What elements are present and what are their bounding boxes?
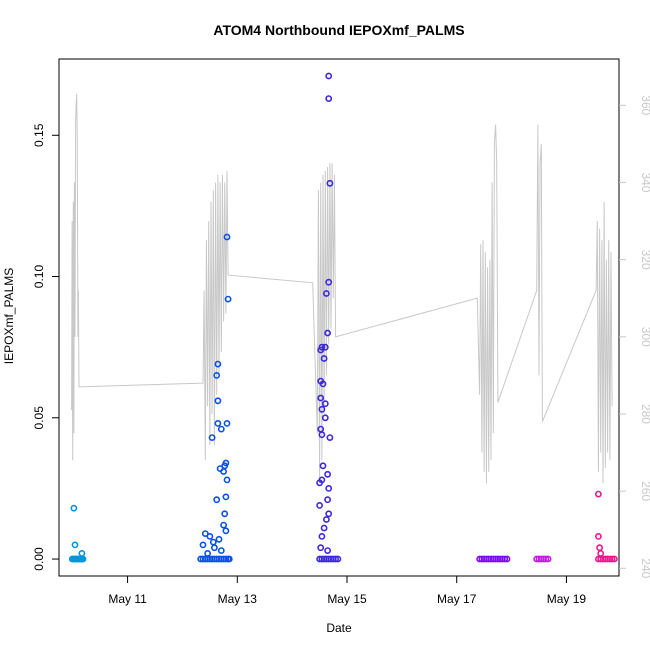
- data-point-s2-19: [319, 462, 327, 470]
- data-point-s1-12: [220, 468, 227, 475]
- data-point-s1-16: [221, 510, 229, 518]
- secondary-series-line: [71, 93, 613, 484]
- data-point-s2-2: [326, 179, 334, 187]
- data-point-s2-13: [321, 400, 329, 408]
- y-tick-label-1: 0.05: [32, 406, 46, 430]
- data-point-s1-4: [214, 397, 222, 405]
- data-point-s1-1: [224, 295, 232, 303]
- data-point-s2-31: [324, 547, 331, 554]
- data-point-s0-1: [71, 541, 79, 549]
- y2-tick-label-0: 240: [639, 558, 650, 578]
- data-point-s1-0: [223, 233, 231, 241]
- y2-tick-label-1: 260: [639, 481, 650, 501]
- data-point-s2-15: [321, 414, 329, 422]
- x-tick-label-1: May 13: [218, 592, 258, 606]
- y-axis-label: IEPOXmf_PALMS: [2, 268, 16, 364]
- data-point-s1-3: [213, 371, 221, 379]
- x-tick-label-0: May 11: [108, 592, 147, 606]
- data-point-s1-8: [208, 434, 216, 441]
- data-point-s2-5: [324, 329, 331, 337]
- data-point-s2-7: [321, 343, 329, 351]
- chart-title: ATOM4 Northbound IEPOXmf_PALMS: [213, 22, 464, 38]
- data-point-s2-23: [325, 484, 333, 492]
- data-point-s4-4: [542, 555, 550, 563]
- data-point-s1-40: [225, 555, 233, 563]
- data-point-s5-3: [597, 550, 605, 557]
- data-point-s4-5: [544, 555, 552, 563]
- data-point-s1-14: [222, 493, 230, 501]
- x-tick-label-2: May 15: [327, 592, 367, 606]
- data-point-s2-9: [320, 355, 328, 362]
- data-point-s2-40: [334, 555, 342, 563]
- y-tick-label-3: 0.15: [32, 123, 46, 147]
- x-axis-label: Date: [326, 621, 352, 635]
- data-point-s2-26: [325, 510, 333, 518]
- x-tick-label-4: May 19: [547, 592, 587, 606]
- data-point-s1-22: [209, 538, 217, 546]
- y2-tick-label-5: 340: [639, 172, 650, 192]
- data-point-s2-18: [326, 434, 334, 441]
- data-point-s2-29: [318, 533, 326, 540]
- data-point-s1-17: [220, 521, 227, 529]
- data-point-s2-16: [317, 425, 325, 433]
- data-point-s2-22: [318, 476, 326, 484]
- data-point-s5-2: [596, 544, 603, 552]
- data-point-s0-0: [70, 504, 78, 512]
- y2-axis: 240 260 280 300 320 340 360: [619, 95, 650, 579]
- data-point-s1-26: [204, 550, 211, 557]
- data-point-s1-38: [222, 555, 230, 563]
- data-point-s2-11: [319, 380, 327, 388]
- data-point-s3-11: [501, 555, 509, 563]
- data-point-s1-2: [214, 360, 222, 368]
- data-point-s1-15: [213, 496, 221, 504]
- data-point-s1-5: [214, 419, 222, 427]
- y2-tick-label-3: 300: [639, 327, 650, 347]
- y2-tick-label-4: 320: [639, 250, 650, 270]
- data-point-s5-10: [608, 555, 616, 563]
- plot-frame: [58, 58, 620, 577]
- data-point-s1-7: [217, 425, 225, 433]
- data-point-s1-21: [215, 535, 223, 543]
- data-point-s3-12: [503, 555, 511, 563]
- data-point-s2-27: [322, 516, 330, 523]
- data-point-s5-1: [595, 533, 602, 540]
- data-point-s1-23: [199, 541, 207, 549]
- data-point-s1-6: [223, 419, 231, 427]
- data-point-s2-20: [324, 470, 331, 478]
- data-point-s2-17: [318, 431, 326, 439]
- data-point-s0-13: [79, 555, 87, 563]
- secondary-line-layer: [71, 93, 613, 484]
- x-axis: May 11 May 13 May 15 May 17 May 19: [108, 576, 586, 606]
- data-point-s2-14: [318, 405, 326, 413]
- y-axis: 0.00 0.05 0.10 0.15: [32, 123, 59, 571]
- data-point-s5-11: [611, 555, 618, 563]
- data-point-s2-28: [320, 524, 328, 532]
- data-point-s2-0: [325, 72, 333, 80]
- scatter-points-layer: [68, 72, 618, 563]
- data-point-s2-4: [322, 290, 330, 297]
- data-point-s5-0: [595, 490, 602, 498]
- data-point-s1-24: [210, 544, 218, 552]
- data-point-s1-25: [217, 547, 225, 554]
- data-point-s1-19: [201, 530, 209, 537]
- y-tick-label-0: 0.00: [32, 547, 46, 571]
- data-point-s2-1: [325, 95, 333, 102]
- y-tick-label-2: 0.10: [32, 265, 46, 289]
- data-point-s2-3: [325, 278, 333, 286]
- data-point-s2-39: [332, 555, 339, 563]
- data-point-s1-18: [222, 527, 230, 535]
- x-tick-label-3: May 17: [437, 592, 477, 606]
- data-point-s2-12: [317, 394, 325, 402]
- y2-tick-label-2: 280: [639, 404, 650, 424]
- data-point-s2-24: [324, 496, 331, 504]
- data-point-s1-20: [206, 533, 214, 540]
- data-point-s0-2: [78, 550, 86, 557]
- data-point-s1-13: [223, 476, 231, 484]
- data-point-s2-25: [316, 501, 323, 509]
- data-point-s2-30: [317, 544, 325, 552]
- data-point-s2-8: [317, 346, 325, 354]
- y2-tick-label-6: 360: [639, 95, 650, 115]
